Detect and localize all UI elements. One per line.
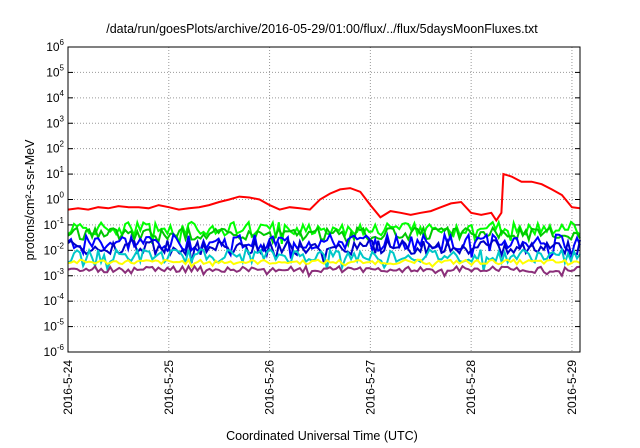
x-axis-label: Coordinated Universal Time (UTC) xyxy=(226,429,418,443)
plot-frame xyxy=(67,46,581,353)
y-tick-label: 10-4 xyxy=(44,292,65,308)
x-tick-labels: 2016-5-24 2016-5-25 2016-5-26 2016-5-27 2016… xyxy=(61,360,579,415)
y-tick-label: 102 xyxy=(46,140,64,156)
x-tick-label: 2016-5-25 xyxy=(162,360,176,415)
y-tick-label: 105 xyxy=(46,63,64,79)
y-tick-label: 106 xyxy=(46,38,64,54)
y-tick-label: 101 xyxy=(46,165,64,181)
y-tick-label: 104 xyxy=(46,89,64,105)
series-line xyxy=(67,246,581,272)
y-tick-label: 10-1 xyxy=(44,216,65,232)
y-tick-label: 10-6 xyxy=(44,343,65,359)
series-line xyxy=(67,230,581,261)
y-tick-label: 10-3 xyxy=(44,267,65,283)
y-tick-label: 103 xyxy=(46,114,64,130)
series-group xyxy=(67,172,581,279)
grid xyxy=(67,46,580,353)
y-tick-labels: 10-6 10-5 10-4 10-3 10-2 10-1 100 101 102 103 104 1… xyxy=(44,38,65,359)
x-tick-label: 2016-5-29 xyxy=(565,360,579,415)
y-tick-label: 10-2 xyxy=(44,241,65,257)
series-line xyxy=(67,172,581,223)
x-tick-label: 2016-5-27 xyxy=(363,360,377,415)
x-tick-label: 2016-5-28 xyxy=(464,360,478,415)
series-line xyxy=(67,225,581,249)
x-tick-label: 2016-5-24 xyxy=(61,360,75,415)
x-tick-label: 2016-5-26 xyxy=(263,360,277,415)
series-line xyxy=(67,257,581,269)
y-tick-label: 100 xyxy=(46,191,64,207)
y-axis-label: protons/cm²-s-sr-MeV xyxy=(23,139,37,261)
series-line xyxy=(67,263,581,279)
y-tick-label: 10-5 xyxy=(44,318,65,334)
chart-title: /data/run/goesPlots/archive/2016-05-29/0… xyxy=(106,22,538,36)
